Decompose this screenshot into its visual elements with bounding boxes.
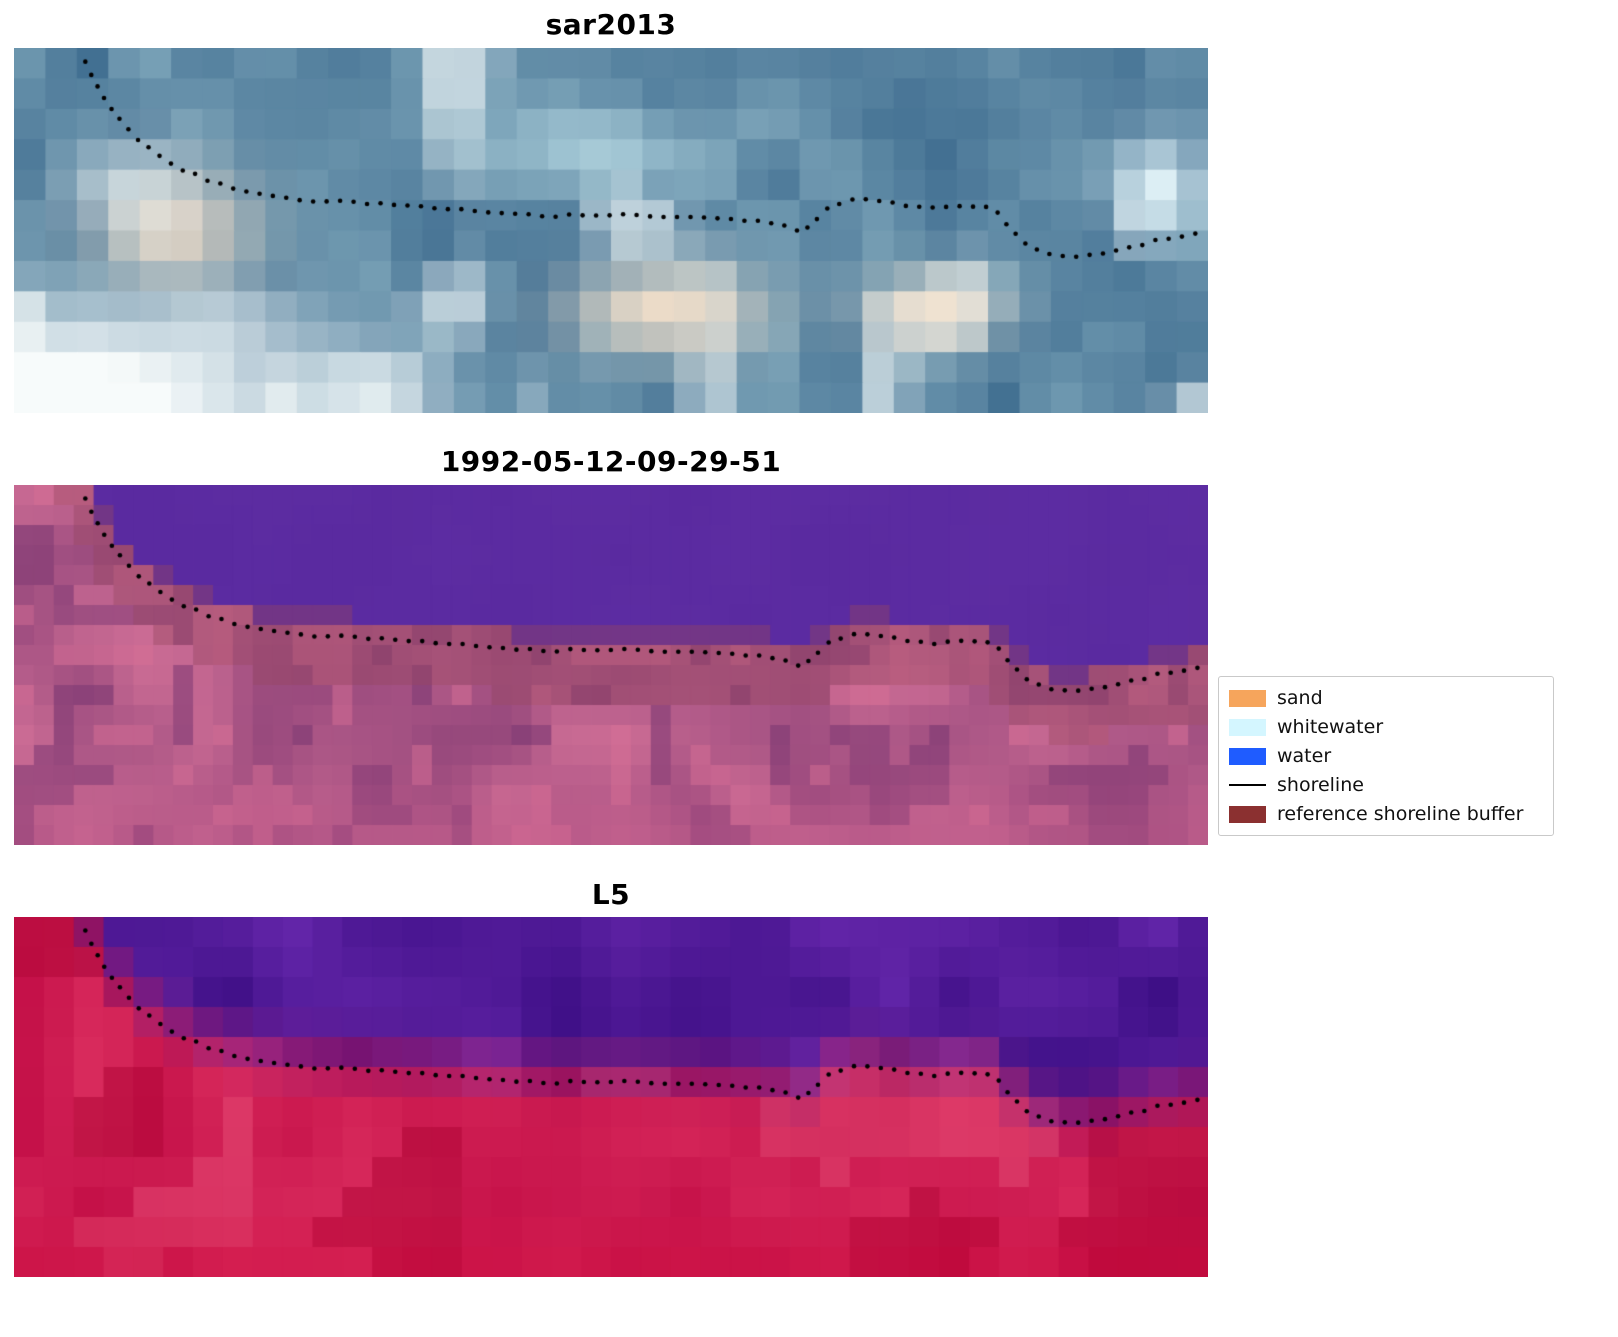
sar2013-image-canvas xyxy=(14,48,1208,413)
legend-item-water: water xyxy=(1229,743,1543,769)
legend-label-water: water xyxy=(1277,745,1332,767)
reference-buffer-swatch xyxy=(1229,805,1266,823)
legend-item-shoreline: shoreline xyxy=(1229,772,1543,798)
legend-item-sand: sand xyxy=(1229,685,1543,711)
classified-image-canvas xyxy=(14,485,1208,845)
legend-item-whitewater: whitewater xyxy=(1229,714,1543,740)
legend-label-shoreline: shoreline xyxy=(1277,774,1364,796)
panel-title-date: 1992-05-12-09-29-51 xyxy=(440,445,782,478)
legend-label-sand: sand xyxy=(1277,687,1323,709)
panel-title-l5: L5 xyxy=(591,878,631,911)
l5-image-canvas xyxy=(14,917,1208,1277)
legend-item-reference-buffer: reference shoreline buffer xyxy=(1229,801,1543,827)
panel-title-sar2013: sar2013 xyxy=(545,8,677,41)
legend-label-reference-buffer: reference shoreline buffer xyxy=(1277,803,1524,825)
water-swatch xyxy=(1229,747,1266,765)
legend-label-whitewater: whitewater xyxy=(1277,716,1384,738)
shoreline-line-swatch xyxy=(1229,784,1266,786)
whitewater-swatch xyxy=(1229,718,1266,736)
sand-swatch xyxy=(1229,689,1266,707)
legend: sand whitewater water shoreline referenc… xyxy=(1218,676,1554,836)
